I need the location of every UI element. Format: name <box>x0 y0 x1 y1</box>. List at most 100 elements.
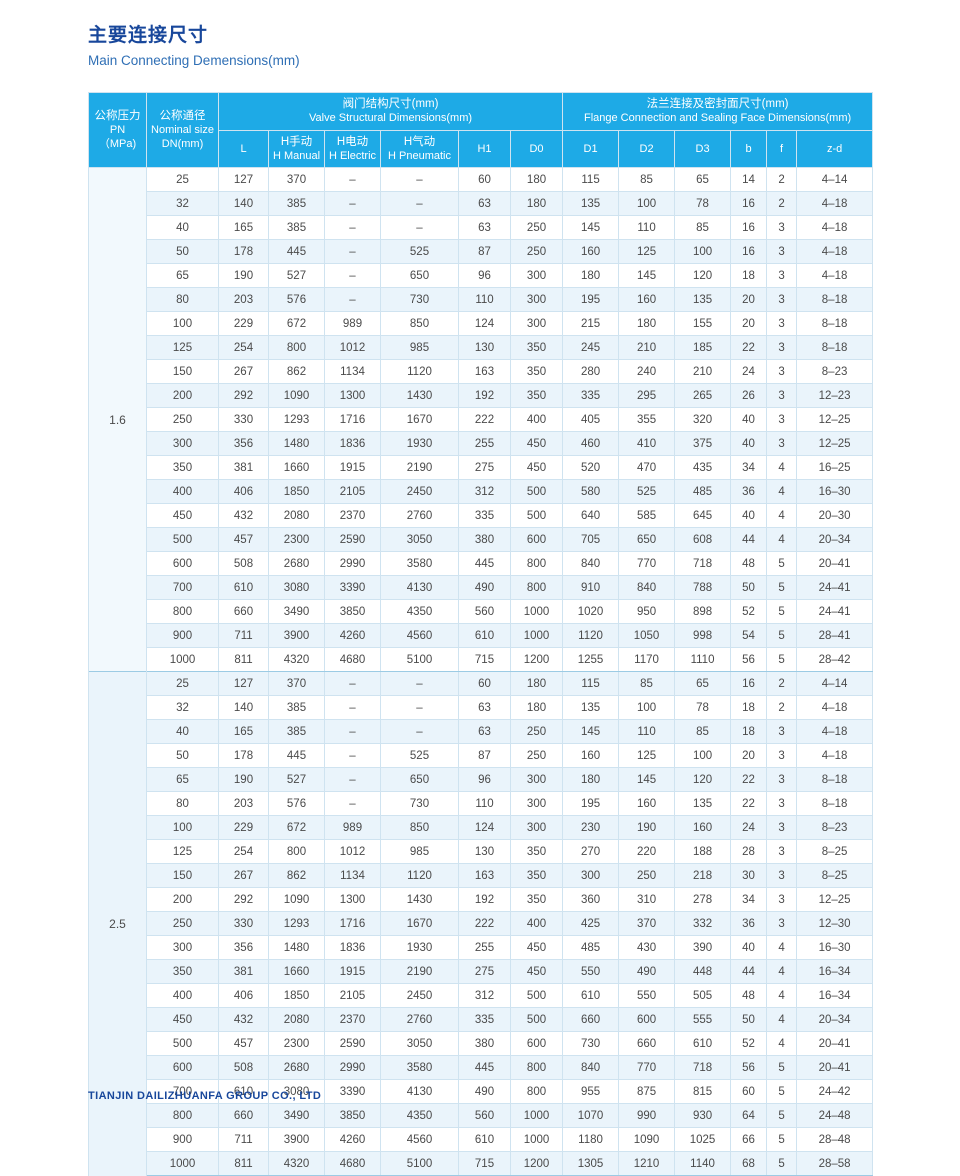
table-row: 40 165 385– –63 250 145 110 85 16 3 4–18 <box>89 215 874 240</box>
cell-value: 500 <box>509 503 564 528</box>
cell-value: 1255 <box>562 647 620 672</box>
cell-value: – <box>324 767 381 792</box>
cell-value: 705 <box>562 527 620 552</box>
table-row: 400 406 1850 2105 2450 312 500 580 525 485 36 4 16–3… <box>89 479 874 504</box>
header-col-b: b <box>730 129 768 168</box>
cell-value: 160 <box>562 239 620 264</box>
cell-nominal-size: 450 <box>146 503 219 528</box>
cell-value: 1012 <box>324 335 381 360</box>
cell-value: 4320 <box>268 647 325 672</box>
header-col-h-manual: H手动 H Manual <box>268 129 325 168</box>
cell-value: 44 <box>730 527 768 552</box>
cell-value: 1836 <box>324 935 381 960</box>
cell-value: 300 <box>509 767 564 792</box>
cell-value: 20 <box>730 287 768 312</box>
cell-value: 16 <box>730 215 768 240</box>
cell-value: 218 <box>674 863 732 888</box>
cell-value: 3 <box>766 383 798 408</box>
cell-value: – <box>324 287 381 312</box>
cell-value: 5 <box>766 1151 798 1176</box>
cell-value: 68 <box>730 1151 768 1176</box>
cell-value: 811 <box>218 647 269 672</box>
cell-value: 16–25 <box>796 455 874 480</box>
cell-value: 4680 <box>324 647 381 672</box>
cell-value: 1020 <box>562 599 620 624</box>
header-nominal-pressure: 公称压力 PN （MPa) <box>88 92 147 168</box>
cell-value: 985 <box>380 839 459 864</box>
cell-value: 16 <box>730 671 768 696</box>
cell-value: 180 <box>562 263 620 288</box>
cell-value: 20 <box>730 743 768 768</box>
table-row: 1000 811 4320 4680 5100 715 1200 1255 1170 1110 56… <box>89 647 874 672</box>
cell-value: 730 <box>562 1031 620 1056</box>
cell-value: 255 <box>458 935 511 960</box>
cell-nominal-size: 32 <box>146 191 219 216</box>
cell-value: – <box>324 215 381 240</box>
cell-value: 1012 <box>324 839 381 864</box>
cell-value: 800 <box>268 839 325 864</box>
cell-value: 20 <box>730 311 768 336</box>
cell-value: 355 <box>618 407 676 432</box>
cell-value: 12–25 <box>796 431 874 456</box>
cell-value: 445 <box>268 239 325 264</box>
cell-value: 2370 <box>324 503 381 528</box>
cell-value: 1090 <box>268 383 325 408</box>
table-row: 2.5 25 127 370– –60 180 115 85 65 16 2 4–14 <box>88 671 874 1176</box>
cell-value: 485 <box>562 935 620 960</box>
cell-value: 4–18 <box>796 719 874 744</box>
cell-value: 385 <box>268 719 325 744</box>
cell-value: 8–25 <box>796 863 874 888</box>
cell-value: 1915 <box>324 959 381 984</box>
cell-value: 1930 <box>380 431 459 456</box>
cell-value: 4–18 <box>796 215 874 240</box>
cell-value: 12–30 <box>796 911 874 936</box>
cell-nominal-size: 800 <box>146 1103 219 1128</box>
cell-value: 4350 <box>380 599 459 624</box>
cell-nominal-size: 350 <box>146 455 219 480</box>
cell-value: 14 <box>730 167 768 192</box>
cell-value: 320 <box>674 407 732 432</box>
cell-value: 610 <box>562 983 620 1008</box>
cell-value: 4260 <box>324 1127 381 1152</box>
cell-value: 115 <box>562 671 620 696</box>
header-col-D0: D0 <box>509 129 564 168</box>
cell-value: 1120 <box>380 359 459 384</box>
cell-value: 550 <box>562 959 620 984</box>
cell-value: 4 <box>766 455 798 480</box>
cell-value: 508 <box>218 551 269 576</box>
cell-value: 180 <box>509 671 564 696</box>
table-row: 200 292 1090 1300 1430 192 350 360 310 278 34 3 12–2… <box>89 887 874 912</box>
table-row: 800 660 3490 3850 4350 560 1000 1020 950 898 52 5 24… <box>89 599 874 624</box>
cell-value: – <box>324 167 381 192</box>
cell-value: 811 <box>218 1151 269 1176</box>
cell-value: 240 <box>618 359 676 384</box>
cell-value: 40 <box>730 431 768 456</box>
table-row: 50 178 445–525 87 250 160 125 100 20 3 4–18 <box>89 743 874 768</box>
cell-value: 335 <box>458 503 511 528</box>
cell-value: 124 <box>458 311 511 336</box>
cell-value: 110 <box>618 215 676 240</box>
table-row: 250 330 1293 1716 1670 222 400 425 370 332 36 3 12–3… <box>89 911 874 936</box>
header-col-D1: D1 <box>562 129 620 168</box>
table-row: 65 190 527–650 96 300 180 145 120 18 3 4–18 <box>89 263 874 288</box>
table-row: 32 140 385– –63 180 135 100 78 18 2 4–18 <box>89 695 874 720</box>
cell-value: 350 <box>509 863 564 888</box>
cell-value: 2680 <box>268 1055 325 1080</box>
cell-value: 450 <box>509 959 564 984</box>
cell-value: 300 <box>562 863 620 888</box>
cell-nominal-pressure: 2.5 <box>88 671 147 1176</box>
cell-value: 292 <box>218 887 269 912</box>
cell-nominal-size: 200 <box>146 383 219 408</box>
cell-value: 135 <box>674 287 732 312</box>
header-group-valve-structural: 阀门结构尺寸(mm) Valve Structural Dimensions(m… <box>217 92 564 131</box>
cell-value: 300 <box>509 263 564 288</box>
cell-value: 350 <box>509 839 564 864</box>
cell-value: 525 <box>380 743 459 768</box>
cell-value: 292 <box>218 383 269 408</box>
cell-nominal-size: 900 <box>146 623 219 648</box>
cell-value: 3 <box>766 767 798 792</box>
cell-value: 3 <box>766 863 798 888</box>
cell-value: 335 <box>458 1007 511 1032</box>
cell-value: 220 <box>618 839 676 864</box>
cell-value: 5 <box>766 599 798 624</box>
